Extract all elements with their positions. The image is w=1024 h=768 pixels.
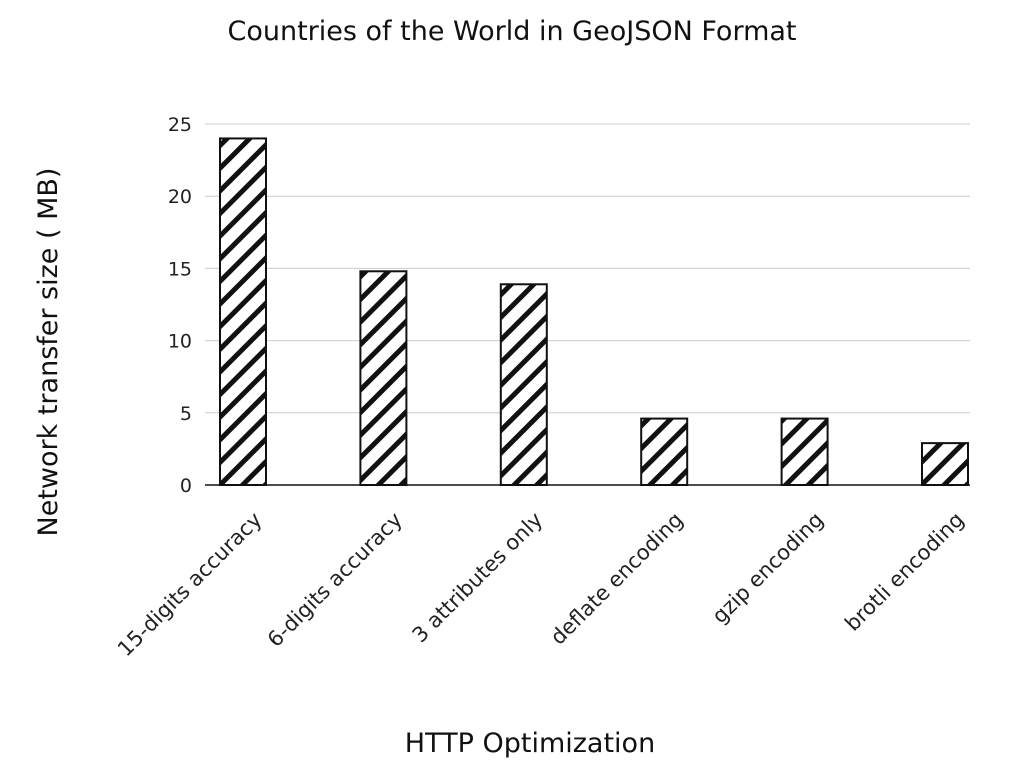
x-category-label: 6-digits accuracy bbox=[263, 508, 407, 652]
y-axis-title: Network transfer size ( MB) bbox=[33, 168, 64, 537]
y-tick-label: 15 bbox=[168, 258, 192, 280]
x-category-label: gzip encoding bbox=[707, 508, 828, 629]
x-category-label: 3 attributes only bbox=[408, 508, 548, 648]
x-category-label: deflate encoding bbox=[546, 508, 688, 650]
x-category-label: 15-digits accuracy bbox=[113, 508, 267, 662]
bar bbox=[640, 417, 689, 486]
bar bbox=[499, 283, 548, 486]
bars bbox=[219, 137, 969, 486]
y-tick-label: 5 bbox=[180, 403, 192, 425]
y-axis-ticks: 0 5 10 15 20 25 bbox=[168, 114, 192, 497]
grid-lines bbox=[205, 123, 970, 414]
x-category-label: brotli encoding bbox=[840, 508, 968, 636]
bar bbox=[921, 442, 969, 486]
bar bbox=[780, 417, 829, 486]
y-tick-label: 0 bbox=[180, 475, 192, 497]
bar bbox=[219, 137, 267, 486]
bar bbox=[359, 270, 408, 486]
y-tick-label: 25 bbox=[168, 114, 192, 136]
y-tick-label: 10 bbox=[168, 331, 192, 353]
x-axis-title: HTTP Optimization bbox=[405, 728, 655, 759]
chart-title: Countries of the World in GeoJSON Format bbox=[227, 16, 796, 47]
y-tick-label: 20 bbox=[168, 186, 192, 208]
